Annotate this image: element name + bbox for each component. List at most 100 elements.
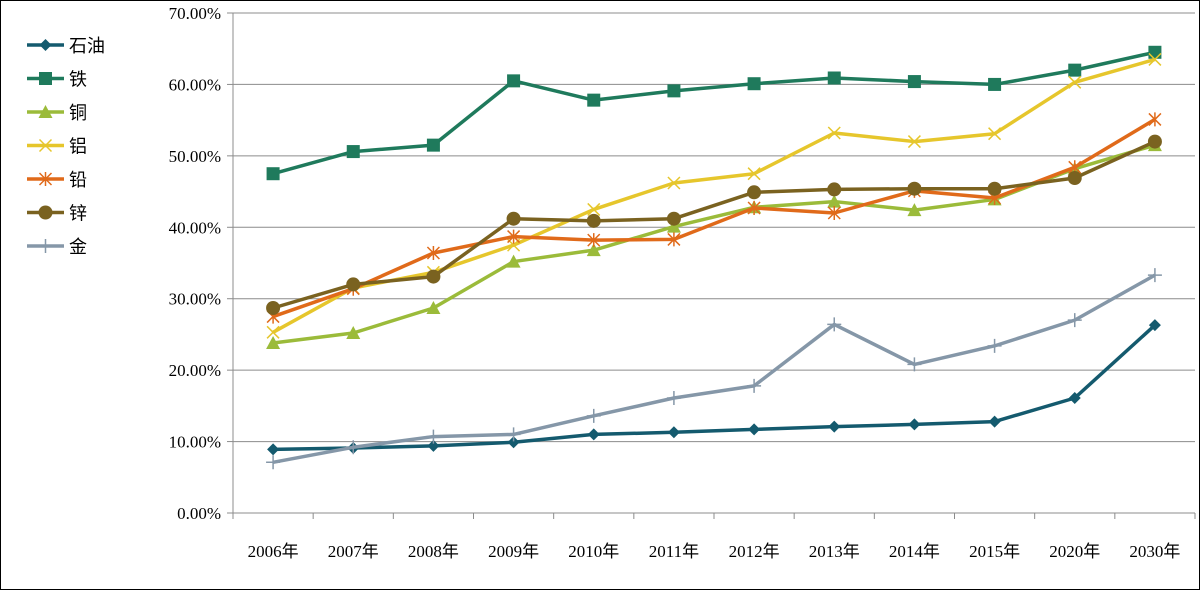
legend-marker: [38, 172, 53, 186]
data-point: [987, 338, 1002, 353]
data-point: [1148, 45, 1162, 59]
x-tick-label: 2007年: [328, 542, 379, 561]
x-tick-labels: 2006年 2007年 2008年 2009年 2010年 2011年 2012年 2013年…: [248, 542, 1181, 561]
series-group: [266, 45, 1162, 470]
data-point: [747, 77, 761, 91]
legend-item: 铝: [27, 137, 87, 158]
data-point: [747, 201, 761, 215]
data-point: [426, 301, 441, 314]
data-point: [1147, 268, 1162, 283]
data-point: [747, 378, 762, 393]
legend-item: 铜: [27, 103, 87, 124]
legend-label: 铁: [69, 70, 87, 91]
data-point: [907, 203, 922, 217]
data-point: [667, 426, 680, 439]
series-铁: [266, 45, 1162, 181]
data-point: [827, 206, 841, 220]
x-tick-label: 2012年: [729, 542, 780, 561]
x-tick-label: 2006年: [248, 542, 299, 561]
data-point: [587, 202, 601, 216]
legend-item: 铅: [27, 170, 87, 191]
series-line: [273, 323, 1157, 452]
axes: [227, 12, 1196, 519]
data-point: [747, 185, 762, 200]
legend-marker: [39, 39, 52, 51]
data-point: [907, 357, 922, 372]
x-tick-label: 2030年: [1129, 542, 1180, 561]
data-point: [1148, 112, 1162, 127]
legend-item: 铁: [27, 70, 87, 91]
data-point: [827, 194, 842, 208]
data-point: [506, 427, 521, 442]
data-point: [987, 181, 1002, 196]
y-tick-label: 50.00%: [169, 147, 221, 166]
data-point: [266, 167, 280, 181]
x-tick-label: 2008年: [408, 542, 459, 561]
data-point: [908, 418, 921, 431]
data-point: [587, 93, 601, 107]
data-point: [427, 439, 440, 452]
series-锌: [266, 134, 1162, 315]
y-tick-label: 40.00%: [169, 218, 221, 237]
legend-label: 金: [69, 237, 87, 258]
series-铜: [266, 138, 1162, 349]
legend-marker: [38, 105, 53, 118]
data-point: [346, 277, 361, 292]
data-point: [1067, 171, 1082, 185]
series-line: [272, 273, 1156, 465]
data-point: [1068, 75, 1082, 89]
data-point: [827, 317, 842, 332]
data-point: [907, 135, 921, 149]
y-tick-label: 30.00%: [169, 290, 221, 309]
legend-label: 铅: [69, 170, 87, 191]
data-point: [666, 219, 681, 233]
data-point: [266, 301, 281, 315]
y-tick-label: 0.00%: [177, 504, 221, 523]
grid-lines: [233, 12, 1195, 443]
data-point: [988, 415, 1001, 428]
data-point: [988, 127, 1002, 141]
data-point: [1068, 392, 1081, 404]
data-point: [667, 84, 681, 98]
x-tick-label: 2014年: [889, 542, 940, 561]
data-point: [507, 229, 521, 244]
data-point: [266, 455, 281, 470]
data-point: [506, 211, 521, 226]
series-铝: [266, 52, 1162, 339]
x-tick-label: 2010年: [568, 542, 619, 561]
data-point: [1147, 134, 1162, 149]
data-point: [827, 71, 841, 85]
series-line: [272, 117, 1156, 319]
legend-item: 石油: [27, 36, 105, 57]
data-point: [426, 138, 440, 152]
data-point: [586, 408, 601, 423]
y-tick-label: 60.00%: [169, 75, 221, 94]
x-tick-label: 2009年: [488, 542, 539, 561]
series-金: [266, 268, 1162, 470]
legend-item: 锌: [27, 204, 87, 225]
series-line: [272, 57, 1156, 334]
data-point: [586, 213, 601, 228]
x-tick-label: 2020年: [1049, 542, 1100, 561]
data-point: [346, 145, 360, 159]
legend-marker: [38, 239, 53, 253]
data-point: [747, 167, 761, 181]
data-point: [507, 74, 521, 88]
x-tick-label: 2015年: [969, 542, 1020, 561]
legend-item: 金: [27, 237, 87, 258]
data-point: [1068, 63, 1082, 77]
data-point: [907, 181, 922, 196]
data-point: [907, 75, 921, 89]
data-point: [587, 428, 600, 441]
data-point: [426, 246, 440, 260]
data-point: [266, 325, 280, 339]
x-tick-label: 2011年: [649, 542, 699, 561]
y-tick-label: 20.00%: [169, 361, 221, 380]
data-point: [828, 420, 841, 433]
data-point: [346, 440, 361, 455]
legend-marker: [38, 205, 53, 220]
data-point: [587, 233, 601, 248]
data-point: [666, 391, 681, 405]
legend-label: 铝: [69, 137, 87, 158]
